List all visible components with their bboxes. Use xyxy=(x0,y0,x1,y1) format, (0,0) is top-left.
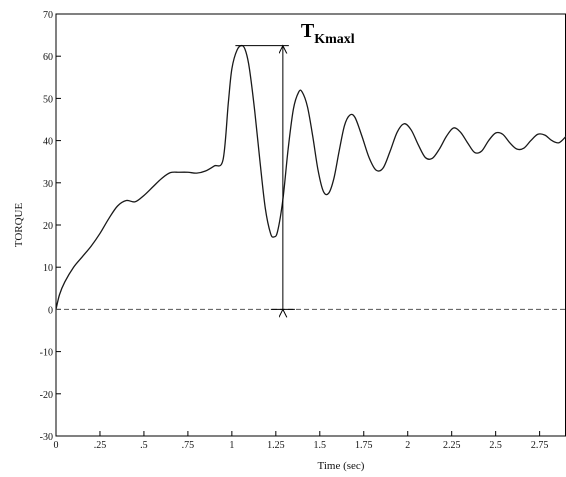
y-tick-label: -20 xyxy=(40,390,53,401)
torque-series-line xyxy=(56,44,566,310)
y-tick-label: 0 xyxy=(48,305,53,316)
x-tick-label: 2.75 xyxy=(531,440,549,451)
y-axis-ticks: -30 -20 -10 0 10 20 30 40 50 60 70 xyxy=(40,10,61,443)
y-tick-label: 40 xyxy=(43,137,53,148)
y-tick-label: -10 xyxy=(40,348,53,359)
tkmax-label: TKmaxl xyxy=(301,20,355,47)
x-axis-ticks: 0 .25 .5 .75 1 1.25 1.5 1.75 2 2.25 2.5 2.75 xyxy=(54,431,549,451)
y-tick-label: 60 xyxy=(43,52,53,63)
x-tick-label: .25 xyxy=(94,440,107,451)
y-axis-label: TORQUE xyxy=(13,203,25,248)
x-tick-label: 2 xyxy=(405,440,410,451)
plot-frame xyxy=(55,13,566,437)
y-tick-label: 10 xyxy=(43,263,53,274)
x-axis-label: Time (sec) xyxy=(318,460,365,472)
x-tick-label: 0 xyxy=(54,440,59,451)
y-tick-label: 70 xyxy=(43,10,53,21)
x-tick-label: 1.5 xyxy=(314,440,327,451)
x-tick-label: .75 xyxy=(182,440,195,451)
x-tick-label: 2.5 xyxy=(489,440,502,451)
y-tick-label: 20 xyxy=(43,221,53,232)
x-tick-label: 1 xyxy=(229,440,234,451)
x-tick-label: .5 xyxy=(140,440,148,451)
y-tick-label: 30 xyxy=(43,179,53,190)
tkmax-label-main: T xyxy=(301,20,315,42)
x-tick-label: 2.25 xyxy=(443,440,461,451)
y-tick-label: -30 xyxy=(40,432,53,443)
tkmax-label-subscript: Kmaxl xyxy=(314,32,355,47)
y-tick-label: 50 xyxy=(43,94,53,105)
x-tick-label: 1.75 xyxy=(355,440,373,451)
tkmax-annotation: TKmaxl xyxy=(235,20,355,309)
x-tick-label: 1.25 xyxy=(267,440,285,451)
